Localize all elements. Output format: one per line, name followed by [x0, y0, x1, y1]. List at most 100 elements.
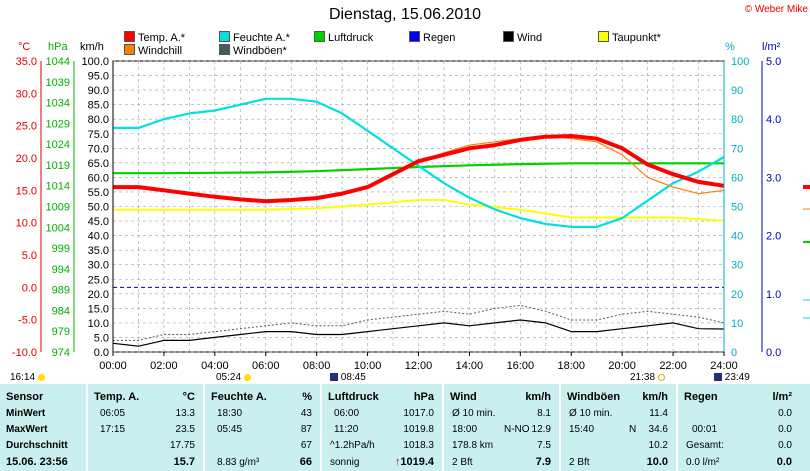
unit-temp: °C	[18, 41, 31, 53]
moon-icon	[714, 373, 722, 382]
axis-tick-label-pressure: 974	[52, 347, 70, 359]
col-unit: l/m²	[772, 391, 792, 403]
legend-gusts[interactable]: Windböen*	[219, 44, 287, 57]
col-header: Windböen	[567, 391, 621, 403]
x-tick-label: 18:00	[557, 360, 585, 372]
legend-pressure[interactable]: Luftdruck	[314, 31, 373, 44]
axis-tick-label-pressure: 1029	[46, 118, 70, 130]
axis-tick-label-temp: 10.0	[16, 218, 37, 230]
axis-tick-label-humidity: 100	[731, 56, 749, 68]
axis-tick-label-wind: 45.0	[88, 216, 109, 228]
legend-humidity[interactable]: Feuchte A.*	[219, 31, 290, 44]
axis-tick-label-wind: 50.0	[88, 202, 109, 214]
last-time: 00:01	[692, 424, 718, 435]
x-tick-label: 02:00	[150, 360, 178, 372]
axis-tick-label-humidity: 50	[731, 202, 743, 214]
avg-value: 67	[300, 440, 312, 451]
axis-tick-label-wind: 100.0	[81, 56, 109, 68]
legend-temp[interactable]: Temp. A.*	[124, 31, 185, 44]
current-value: 15.7	[173, 456, 195, 468]
axis-tick-label-humidity: 80	[731, 114, 743, 126]
current-value-text: 1019.4	[400, 456, 434, 468]
arrow-up-icon: ↑	[394, 456, 401, 468]
time-marker-sunset: 21:38	[630, 372, 665, 383]
legend-label: Regen	[423, 32, 456, 44]
beaufort: 2 Bft	[452, 457, 473, 468]
axis-tick-label-humidity: 70	[731, 143, 743, 155]
row-label-min: MinWert	[6, 408, 46, 419]
axis-tick-label-temp: -5.0	[18, 315, 37, 327]
legend-label: Taupunkt*	[612, 32, 661, 44]
col-header: Wind	[450, 391, 477, 403]
unit-humidity: %	[725, 41, 735, 53]
avg10-value: 11.4	[649, 408, 668, 419]
col-unit: km/h	[525, 391, 551, 403]
last-value: 0.0	[778, 424, 792, 435]
max-time: 11:20	[334, 424, 359, 435]
x-tick-label: 04:00	[201, 360, 229, 372]
page-title: Dienstag, 15.06.2010	[328, 6, 482, 23]
x-tick-label: 12:00	[405, 360, 433, 372]
moonrise-icon	[37, 373, 45, 381]
axis-tick-label-wind: 20.0	[88, 289, 109, 301]
max-time: 15:40	[569, 424, 595, 435]
col-gusts: Windböen km/h Ø 10 min. 11.4 15:40 N 34.…	[561, 384, 678, 471]
axis-tick-label-pressure: 1004	[46, 222, 70, 234]
sunrise-icon	[243, 373, 251, 381]
axis-tick-label-wind: 95.0	[88, 71, 109, 83]
min-value: 1017.0	[403, 408, 434, 419]
max-time: 17:15	[100, 424, 126, 435]
axis-tick-label-temp: 20.0	[16, 153, 37, 165]
col-temp: Temp. A. °C 06:05 13.3 17:15 23.5 17.75 …	[88, 384, 205, 471]
col-wind: Wind km/h Ø 10 min. 8.1 18:00 N-NO 12.9 …	[444, 384, 561, 471]
axis-tick-label-temp: 0.0	[22, 282, 37, 294]
max-value: 87	[300, 424, 312, 435]
series-temp-a	[113, 134, 725, 204]
axis-tick-label-pressure: 984	[52, 305, 70, 317]
series-taupunkt	[113, 199, 725, 222]
col-header: Sensor	[6, 391, 44, 403]
axis-tick-label-temp: 30.0	[16, 88, 37, 100]
legend-dewpoint[interactable]: Taupunkt*	[598, 31, 661, 44]
legend-label: Luftdruck	[328, 32, 374, 44]
col-unit: hPa	[413, 391, 434, 403]
time-marker-moonrise: 16:14	[10, 372, 45, 383]
current-timestamp: 15.06. 23:56	[6, 456, 68, 468]
col-header: Regen	[684, 391, 718, 403]
x-tick-label: 06:00	[252, 360, 280, 372]
rain-today: 0.0 l/m²	[686, 457, 720, 468]
axis-tick-label-temp: -10.0	[12, 347, 37, 359]
unit-pressure: hPa	[48, 41, 68, 53]
legend-swatch	[219, 31, 230, 42]
axis-tick-label-pressure: 1019	[46, 160, 70, 172]
min-value: 43	[300, 408, 312, 419]
legend-label: Windböen*	[233, 45, 287, 57]
avg-value: 10.2	[648, 440, 668, 451]
avg10-label: Ø 10 min.	[569, 408, 613, 419]
current-value: 7.9	[535, 456, 551, 468]
col-humidity: Feuchte A. % 18:30 43 05:45 87 67 8.83 g…	[205, 384, 322, 471]
col-header: Luftdruck	[328, 391, 379, 403]
time-marker-moon-1: 08:45	[330, 372, 366, 383]
x-tick-label: 10:00	[354, 360, 382, 372]
axis-tick-label-pressure: 994	[52, 264, 70, 276]
col-header: Feuchte A.	[211, 391, 267, 403]
legend-label: Temp. A.*	[138, 32, 186, 44]
max-direction: N-NO	[504, 424, 530, 435]
time-marker-sunrise: 05:24	[216, 372, 251, 383]
axis-tick-label-pressure: 989	[52, 285, 70, 297]
x-tick-label: 16:00	[507, 360, 535, 372]
legend-rain[interactable]: Regen	[409, 31, 455, 44]
axis-tick-label-pressure: 1009	[46, 202, 70, 214]
axis-tick-label-wind: 85.0	[88, 100, 109, 112]
legend-wind[interactable]: Wind	[503, 31, 542, 44]
legend-windchill[interactable]: Windchill	[124, 44, 182, 57]
copyright-label: © Weber Mike	[744, 4, 808, 15]
moon-icon	[330, 373, 338, 382]
axis-tick-label-temp: 35.0	[16, 56, 37, 68]
legend-label: Feuchte A.*	[233, 32, 290, 44]
axis-tick-label-rain: 0.0	[766, 347, 781, 359]
max-value: 23.5	[175, 424, 195, 435]
axis-tick-label-temp: 25.0	[16, 121, 37, 133]
axis-tick-label-wind: 35.0	[88, 245, 109, 257]
